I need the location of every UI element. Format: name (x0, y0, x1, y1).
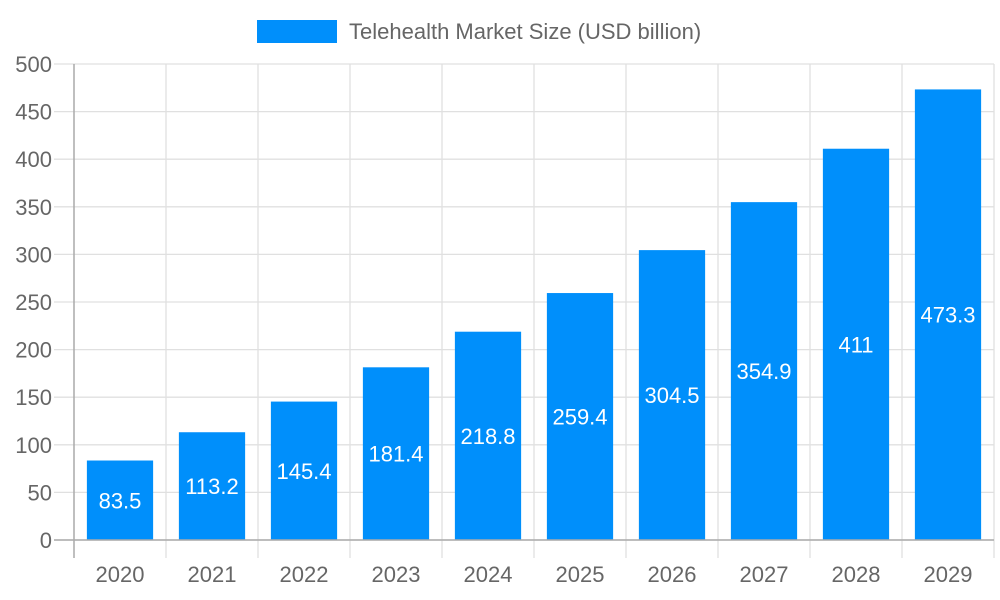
bar (270, 401, 338, 540)
y-tick-label: 300 (15, 242, 52, 267)
x-tick-label: 2026 (648, 562, 697, 587)
y-tick-label: 500 (15, 52, 52, 77)
bar (178, 432, 246, 540)
y-tick-label: 450 (15, 100, 52, 125)
x-tick-label: 2024 (464, 562, 513, 587)
grid (54, 63, 995, 558)
legend-label: Telehealth Market Size (USD billion) (349, 19, 701, 44)
data-label: 473.3 (920, 303, 975, 328)
axes: 0 50 100 150 200 250 300 350 400 450 500 2020 2021 20… (15, 52, 994, 587)
bars: 83.5 113.2 145.4 181.4 218.8 259.4 304.5 354.9 4… (86, 89, 982, 541)
x-tick-label: 2022 (280, 562, 329, 587)
x-tick-label: 2027 (740, 562, 789, 587)
data-label: 181.4 (368, 442, 423, 467)
data-label: 411 (838, 332, 873, 357)
data-label: 304.5 (644, 383, 699, 408)
data-label: 145.4 (276, 459, 331, 484)
bar (362, 367, 430, 540)
bar (86, 460, 154, 540)
legend[interactable]: Telehealth Market Size (USD billion) (257, 19, 701, 44)
x-tick-label: 2021 (188, 562, 237, 587)
x-tick-label: 2029 (924, 562, 973, 587)
legend-swatch (257, 20, 337, 43)
data-label: 113.2 (185, 474, 238, 499)
bar (638, 250, 706, 540)
y-tick-label: 250 (15, 290, 52, 315)
y-tick-label: 0 (40, 528, 52, 553)
x-tick-label: 2020 (96, 562, 145, 587)
y-tick-label: 150 (15, 385, 52, 410)
bar (914, 89, 982, 541)
y-tick-label: 400 (15, 147, 52, 172)
y-tick-label: 350 (15, 195, 52, 220)
bar (822, 148, 890, 540)
y-tick-label: 200 (15, 338, 52, 363)
data-label: 218.8 (460, 424, 515, 449)
data-label: 259.4 (552, 405, 607, 430)
x-tick-label: 2028 (832, 562, 881, 587)
bar (454, 331, 522, 540)
bar (546, 293, 614, 540)
data-label: 354.9 (736, 359, 791, 384)
y-tick-label: 50 (28, 480, 52, 505)
y-tick-label: 100 (15, 433, 52, 458)
x-tick-label: 2025 (556, 562, 605, 587)
data-label: 83.5 (99, 488, 142, 513)
x-tick-label: 2023 (372, 562, 421, 587)
bar (730, 202, 798, 540)
